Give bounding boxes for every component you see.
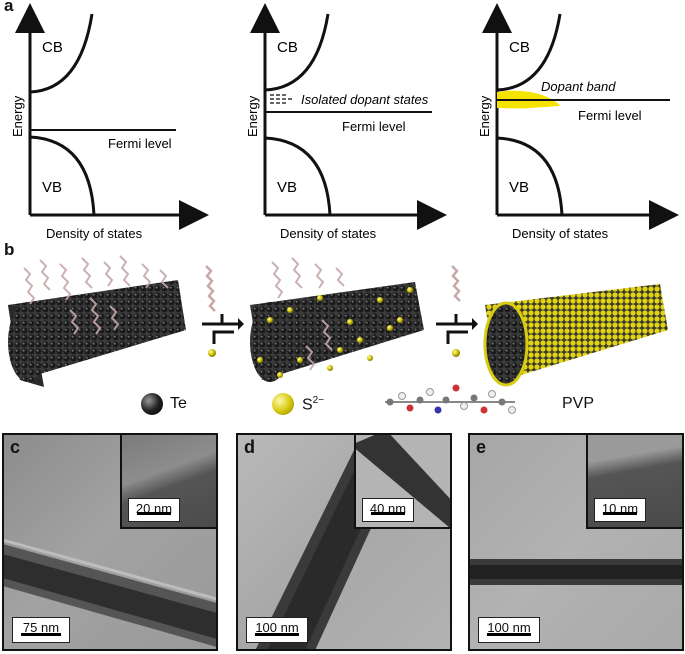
dopant-label: Isolated dopant states: [301, 92, 429, 107]
valence-band-curve: [29, 135, 96, 216]
pvp-molecule-icon: [385, 384, 516, 414]
panel-b-letter: b: [4, 240, 15, 259]
tem-c-wire: [4, 538, 216, 647]
energy-label: Energy: [477, 95, 492, 137]
pvp-chains: [271, 257, 345, 371]
fermi-label: Fermi level: [108, 136, 172, 151]
nanowire-te-pvp: [8, 255, 186, 387]
tem-e-wire: [470, 559, 682, 585]
exchange-step-2: [436, 265, 478, 357]
reverse-arrow: [212, 330, 234, 344]
scale-label: 100 nm: [255, 620, 299, 635]
scale-bar-inset-e: 10 nm: [594, 498, 646, 522]
tem-e-inset: 10 nm: [586, 435, 682, 529]
panel-c-letter: c: [10, 437, 21, 457]
panel-e-letter: e: [476, 437, 487, 457]
fermi-label: Fermi level: [578, 108, 642, 123]
tem-image-e: e 10 nm 100 nm: [468, 433, 684, 651]
energy-label: Energy: [10, 95, 25, 137]
band-diagram-3: CB VB Dopant band Fermi level Density of…: [477, 3, 679, 241]
vb-label: VB: [277, 179, 297, 196]
band-diagram-2: CB VB Isolated dopant states Fermi level…: [245, 3, 447, 241]
panel-d-letter: d: [244, 437, 255, 457]
dopant-label: Dopant band: [541, 79, 616, 94]
s-symbol: S: [302, 396, 313, 414]
tem-image-d: d 40 nm 100 nm: [236, 433, 452, 651]
tem-d-inset: 40 nm: [354, 435, 450, 529]
free-pvp-chain: [451, 265, 461, 302]
tem-image-c: c 20 nm 75 nm: [2, 433, 218, 651]
scale-label: 75 nm: [22, 620, 60, 635]
vb-label: VB: [509, 179, 529, 196]
nanowire-partial-exchange: [250, 257, 424, 382]
scale-bar-main-e: 100 nm: [478, 617, 540, 643]
te-atom-icon: [141, 393, 163, 415]
dos-label: Density of states: [512, 226, 609, 241]
scale-bar-inset-c: 20 nm: [128, 498, 180, 522]
fermi-label: Fermi level: [342, 119, 406, 134]
scale-bar-main-c: 75 nm: [12, 617, 70, 643]
cb-label: CB: [509, 39, 530, 56]
free-pvp-chain: [205, 265, 216, 312]
panel-a-letter: a: [4, 0, 14, 15]
valence-band-curve: [496, 136, 564, 216]
band-diagrams: CB VB Fermi level Density of states Ener…: [10, 3, 679, 241]
energy-label: Energy: [245, 95, 260, 137]
scale-label: 100 nm: [487, 620, 531, 635]
scale-bar-inset-d: 40 nm: [362, 498, 414, 522]
conduction-band-curve: [496, 13, 562, 92]
pvp-legend-label: PVP: [562, 395, 595, 412]
s-charge: 2−: [312, 395, 325, 406]
vb-label: VB: [42, 179, 62, 196]
s-legend-label: S2−: [302, 395, 324, 414]
valence-band-curve: [264, 136, 332, 216]
tem-c-inset: 20 nm: [120, 435, 216, 529]
dos-label: Density of states: [280, 226, 377, 241]
cb-label: CB: [277, 39, 298, 56]
reverse-arrow: [446, 330, 468, 344]
scale-bar-main-d: 100 nm: [246, 617, 308, 643]
pvp-chains: [23, 255, 169, 335]
nanowire-sulfur-coated: [483, 284, 668, 387]
dos-label: Density of states: [46, 226, 143, 241]
cb-label: CB: [42, 39, 63, 56]
conduction-band-curve: [264, 13, 330, 92]
sulfide-ion: [452, 349, 460, 357]
sulfide-ion: [208, 349, 216, 357]
band-diagram-1: CB VB Fermi level Density of states Ener…: [10, 3, 209, 241]
sulfide-ion-icon: [272, 393, 294, 415]
te-legend-label: Te: [170, 395, 187, 412]
isolated-dopant-dashes: [270, 94, 292, 104]
exchange-step-1: [202, 265, 244, 357]
conduction-band-curve: [29, 13, 94, 94]
nanowire-schematic: [8, 255, 668, 387]
